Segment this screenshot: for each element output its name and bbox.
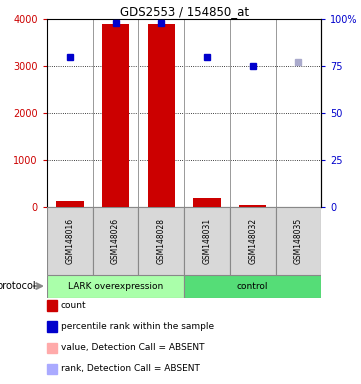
- Text: count: count: [61, 301, 86, 310]
- Text: percentile rank within the sample: percentile rank within the sample: [61, 322, 214, 331]
- Text: GSM148026: GSM148026: [111, 218, 120, 264]
- Text: control: control: [237, 281, 269, 291]
- Text: rank, Detection Call = ABSENT: rank, Detection Call = ABSENT: [61, 364, 200, 373]
- Bar: [184, 207, 230, 275]
- Text: LARK overexpression: LARK overexpression: [68, 281, 163, 291]
- Text: protocol: protocol: [0, 281, 36, 291]
- Bar: [102, 24, 129, 207]
- Text: GSM148016: GSM148016: [65, 218, 74, 264]
- Bar: [148, 24, 175, 207]
- Text: GSM148031: GSM148031: [203, 218, 212, 264]
- Bar: [193, 198, 221, 207]
- Text: value, Detection Call = ABSENT: value, Detection Call = ABSENT: [61, 343, 204, 352]
- Text: GSM148032: GSM148032: [248, 218, 257, 264]
- Bar: [47, 275, 184, 298]
- Text: GSM148028: GSM148028: [157, 218, 166, 264]
- Bar: [138, 207, 184, 275]
- Bar: [230, 207, 275, 275]
- Text: GSM148035: GSM148035: [294, 218, 303, 264]
- Bar: [275, 207, 321, 275]
- Bar: [93, 207, 138, 275]
- Bar: [184, 275, 321, 298]
- Bar: [47, 207, 93, 275]
- Title: GDS2553 / 154850_at: GDS2553 / 154850_at: [119, 5, 249, 18]
- Bar: [56, 201, 83, 207]
- Bar: [239, 205, 266, 207]
